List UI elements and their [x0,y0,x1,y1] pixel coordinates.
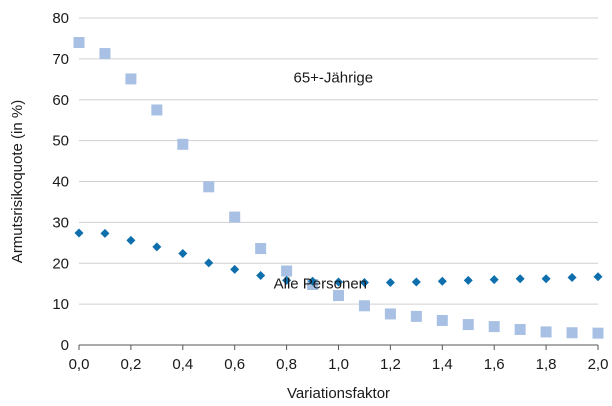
y-tick-label: 80 [52,10,69,27]
point-diamond [385,277,395,287]
point-square [177,138,189,150]
point-diamond [178,248,188,258]
point-diamond [74,228,84,238]
point-square [151,104,163,116]
point-diamond [567,273,577,283]
y-tick-label: 30 [52,214,69,231]
point-square [566,327,578,339]
point-square [514,323,526,335]
y-tick-label: 40 [52,174,69,191]
series-label: Alle Personen [274,276,367,293]
point-diamond [100,228,110,238]
point-square [410,310,422,322]
point-diamond [256,271,266,281]
point-square [281,265,293,277]
point-square [203,181,215,193]
point-diamond [541,274,551,284]
point-diamond [282,275,292,285]
y-tick-label: 10 [52,296,69,313]
point-square [384,308,396,320]
point-square [333,290,344,302]
point-square [125,73,137,85]
y-tick-label: 60 [52,92,69,109]
point-diamond [230,264,240,274]
x-tick-label: 0,8 [276,356,297,373]
point-square [255,243,267,255]
axes [78,344,599,350]
x-axis-title: Variationsfaktor [287,385,390,402]
point-square [462,319,474,331]
point-diamond [152,242,162,252]
point-diamond [593,272,603,282]
x-tick-label: 1,2 [380,356,401,373]
x-tick-label: 0,6 [224,356,245,373]
x-tick-label: 1,4 [432,356,453,373]
point-diamond [126,235,136,245]
data-points [73,37,604,339]
y-tick-label: 50 [52,133,69,150]
point-square [488,321,500,333]
x-tick-label: 2,0 [588,356,609,373]
tick-labels: 0 10 20 30 40 50 60 70 80 0,0 0,2 0,4 0,6 0,8 1,0 1,2 1,… [52,10,608,373]
annotations: 65+-Jährige Alle Personen [274,69,373,292]
series-label: 65+-Jährige [293,69,373,86]
point-diamond [489,275,499,285]
y-tick-label: 20 [52,255,69,272]
x-tick-label: 1,8 [536,356,557,373]
point-square [229,211,241,223]
y-tick-label: 70 [52,51,69,68]
point-diamond [463,275,473,285]
point-diamond [334,277,343,287]
point-square [436,314,448,326]
point-square [540,326,552,338]
x-tick-label: 0,4 [172,356,193,373]
point-square [592,327,604,339]
point-diamond [411,277,421,287]
point-square [73,37,85,49]
point-square [358,300,370,312]
x-tick-label: 0,2 [120,356,141,373]
x-tick-label: 1,0 [328,356,349,373]
point-diamond [308,276,318,286]
y-tick-label: 0 [61,337,69,354]
point-diamond [359,277,369,287]
x-tick-label: 0,0 [69,356,90,373]
grid [79,17,598,305]
point-diamond [437,276,447,286]
point-diamond [204,258,214,268]
x-tick-label: 1,6 [484,356,505,373]
point-diamond [515,274,525,284]
y-axis-title: Armutsrisikoquote (in %) [9,100,26,263]
point-square [99,48,111,60]
